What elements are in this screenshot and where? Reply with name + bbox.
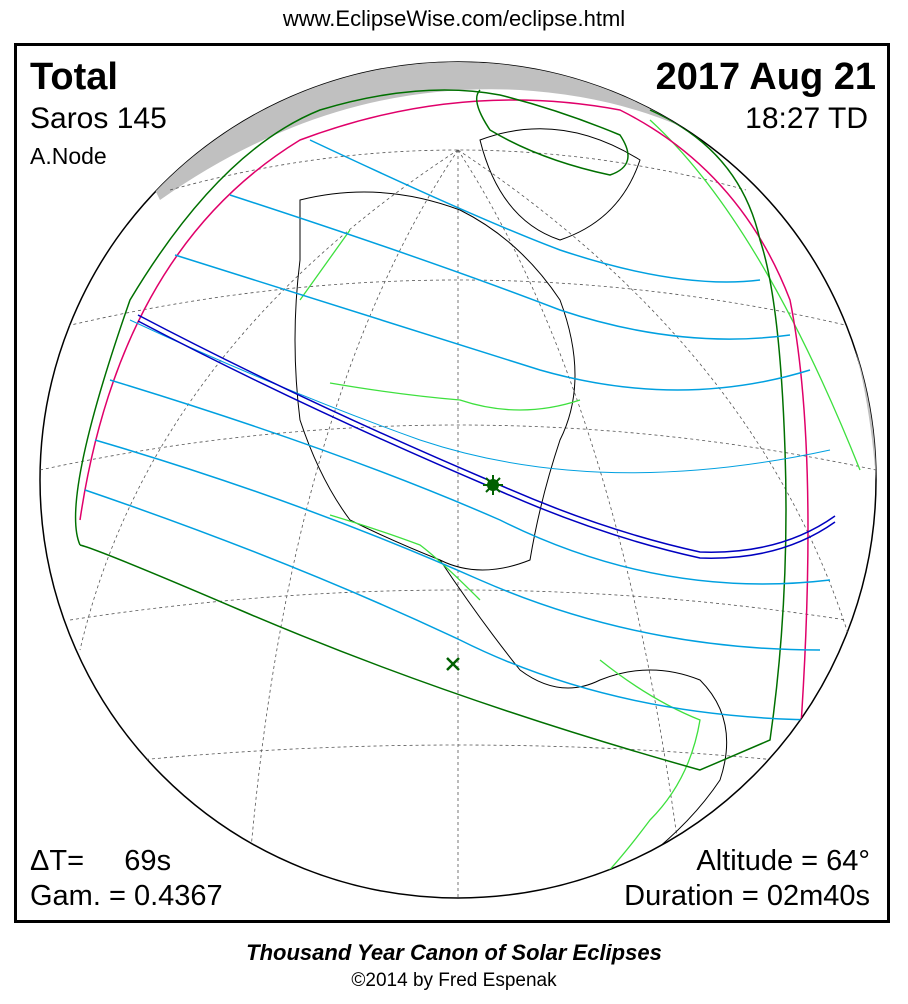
- greatest-eclipse-star-icon: [483, 475, 503, 495]
- eclipse-date: 2017 Aug 21: [655, 56, 876, 98]
- graticule: [40, 149, 876, 898]
- totality-duration: Duration = 02m40s: [624, 880, 870, 912]
- canon-title: Thousand Year Canon of Solar Eclipses: [246, 940, 662, 965]
- node: A.Node: [30, 143, 107, 169]
- source-url: www.EclipseWise.com/eclipse.html: [282, 6, 626, 31]
- eclipse-type: Total: [30, 56, 118, 98]
- partial-eclipse-limits: [84, 139, 831, 721]
- map-frame: [14, 43, 890, 923]
- sun-altitude: Altitude = 64°: [696, 845, 870, 877]
- borders: [299, 119, 861, 881]
- penumbral-limits: [74, 89, 787, 771]
- gamma: Gam. = 0.4367: [30, 880, 223, 912]
- coastlines: [294, 128, 728, 891]
- greatest-duration-x-icon: [446, 657, 460, 671]
- eclipse-time: 18:27 TD: [745, 102, 868, 135]
- central-path: [137, 314, 836, 559]
- delta-t: ΔT= 69s: [30, 845, 172, 877]
- saros-number: Saros 145: [30, 102, 167, 135]
- rise-set-curve: [79, 99, 809, 741]
- copyright: ©2014 by Fred Espenak: [351, 970, 557, 991]
